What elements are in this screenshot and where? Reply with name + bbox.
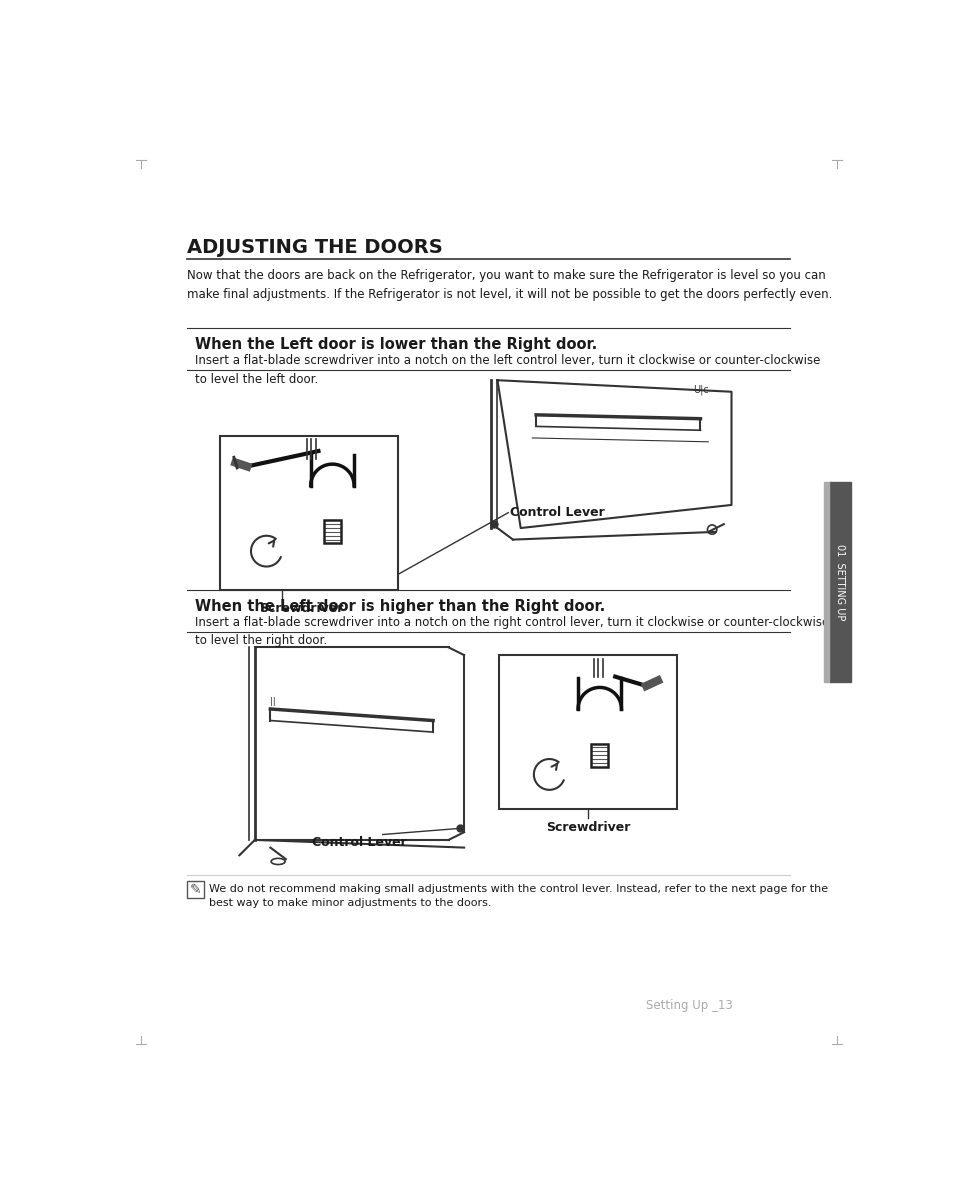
Text: Insert a flat-blade screwdriver into a notch on the left control lever, turn it : Insert a flat-blade screwdriver into a n…	[195, 354, 820, 385]
Text: ||: ||	[270, 696, 275, 706]
FancyBboxPatch shape	[187, 881, 204, 899]
Text: Control Lever: Control Lever	[509, 507, 604, 520]
Text: Screwdriver: Screwdriver	[545, 821, 630, 834]
Text: ADJUSTING THE DOORS: ADJUSTING THE DOORS	[187, 238, 443, 257]
Text: 01  SETTING UP: 01 SETTING UP	[834, 544, 844, 620]
Text: Insert a flat-blade screwdriver into a notch on the right control lever, turn it: Insert a flat-blade screwdriver into a n…	[195, 616, 828, 647]
Text: U|c: U|c	[692, 384, 708, 395]
Text: When the Left door is higher than the Right door.: When the Left door is higher than the Ri…	[195, 598, 605, 614]
Text: ✎: ✎	[190, 883, 201, 896]
FancyBboxPatch shape	[498, 656, 677, 809]
Bar	[828, 482, 850, 682]
Text: We do not recommend making small adjustments with the control lever. Instead, re: We do not recommend making small adjustm…	[209, 883, 827, 908]
Text: Setting Up _13: Setting Up _13	[645, 999, 732, 1012]
Text: Now that the doors are back on the Refrigerator, you want to make sure the Refri: Now that the doors are back on the Refri…	[187, 269, 832, 300]
Bar	[823, 482, 828, 682]
Text: Screwdriver: Screwdriver	[258, 602, 343, 615]
FancyBboxPatch shape	[220, 435, 397, 590]
Text: Control Lever: Control Lever	[312, 836, 406, 849]
Text: When the Left door is lower than the Right door.: When the Left door is lower than the Rig…	[195, 337, 597, 352]
